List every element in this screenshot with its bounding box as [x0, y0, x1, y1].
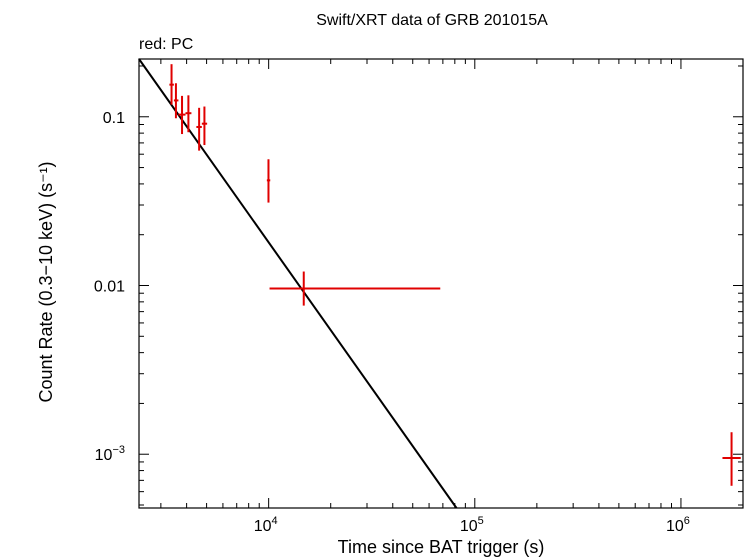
data-point — [201, 106, 208, 146]
data-point — [266, 159, 271, 203]
tick-labels: 104 105 106 0.1 0.01 10−3 — [94, 110, 690, 535]
y-tick-label: 10−3 — [95, 444, 125, 464]
chart-title: Swift/XRT data of GRB 201015A — [316, 12, 548, 29]
data-point — [722, 432, 741, 486]
x-axis-label: Time since BAT trigger (s) — [338, 537, 545, 557]
data-point — [169, 64, 174, 105]
plot-frame — [138, 58, 744, 509]
data-layer — [169, 64, 741, 486]
y-tick-label: 0.01 — [94, 278, 125, 295]
data-point — [178, 95, 186, 135]
y-tick-label: 0.1 — [103, 110, 125, 127]
data-point — [173, 83, 179, 119]
x-tick-label: 104 — [254, 515, 278, 535]
y-axis-label: Count Rate (0.3−10 keV) (s⁻¹) — [36, 161, 56, 402]
x-tick-label: 105 — [460, 515, 484, 535]
chart-subtitle: red: PC — [139, 36, 193, 53]
data-point — [185, 95, 192, 133]
model-layer — [138, 58, 458, 509]
data-point — [196, 107, 202, 151]
x-tick-label: 106 — [666, 515, 690, 535]
model-fit-line — [138, 58, 458, 509]
data-point — [269, 271, 441, 306]
axis-ticks — [139, 59, 744, 508]
